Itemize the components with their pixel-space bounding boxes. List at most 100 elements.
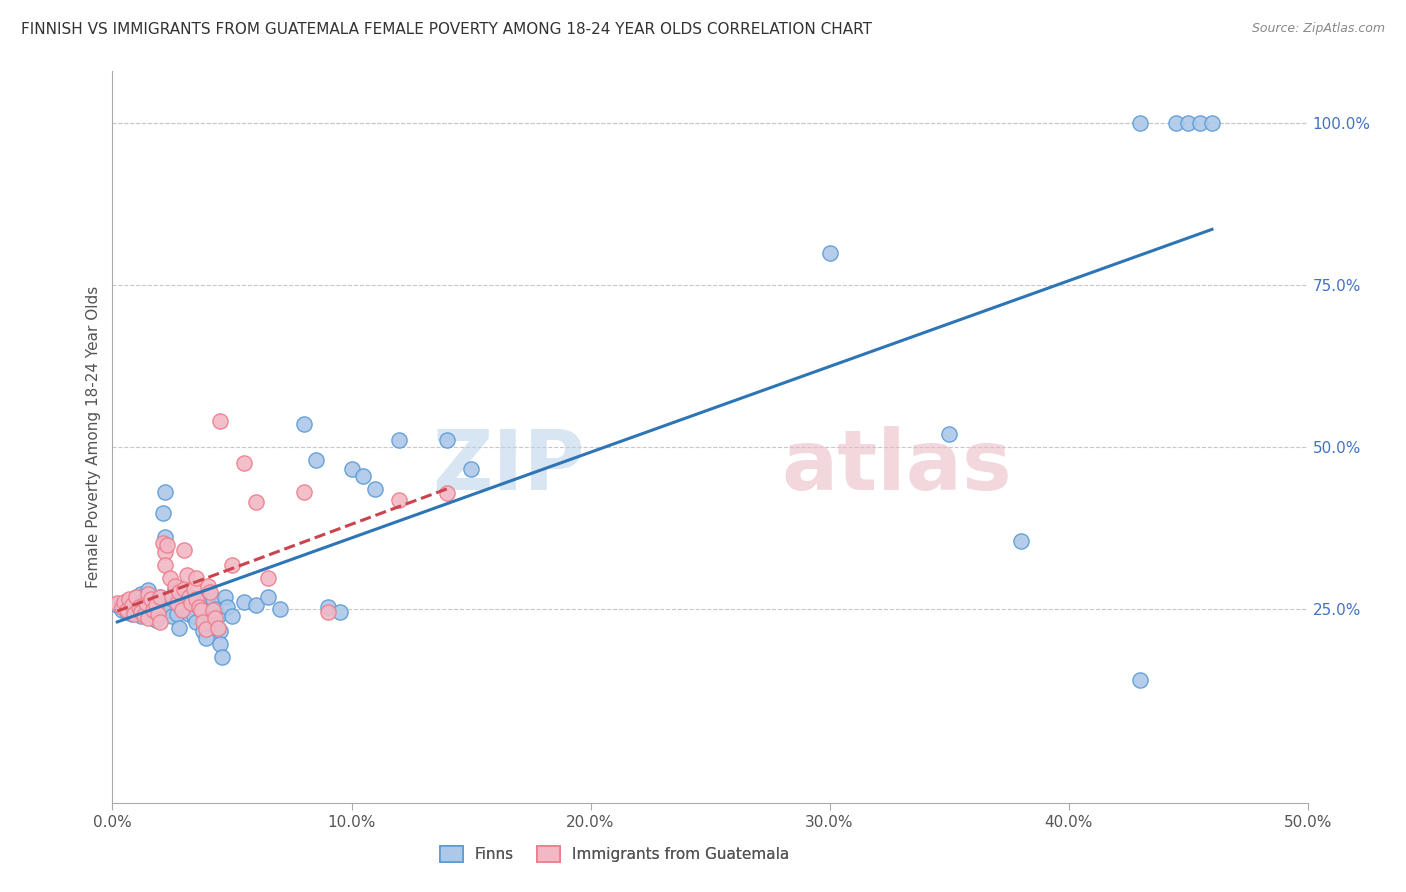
Point bbox=[169, 599, 191, 613]
Point bbox=[142, 595, 165, 609]
Point bbox=[329, 605, 352, 619]
Point bbox=[122, 607, 145, 621]
Point bbox=[201, 591, 224, 606]
Point bbox=[166, 596, 188, 610]
Point bbox=[156, 538, 179, 552]
Point bbox=[204, 611, 226, 625]
Point bbox=[1129, 116, 1152, 130]
Point bbox=[145, 599, 167, 613]
Point bbox=[125, 601, 148, 615]
Point bbox=[128, 606, 150, 620]
Point bbox=[114, 595, 135, 609]
Point bbox=[245, 599, 267, 613]
Point bbox=[460, 462, 482, 476]
Point bbox=[163, 583, 186, 598]
Point bbox=[169, 585, 191, 599]
Point bbox=[207, 609, 229, 624]
Point bbox=[138, 583, 160, 598]
Y-axis label: Female Poverty Among 18-24 Year Olds: Female Poverty Among 18-24 Year Olds bbox=[86, 286, 101, 588]
Point bbox=[209, 637, 232, 651]
Point bbox=[1177, 116, 1199, 130]
Point bbox=[132, 599, 155, 613]
Point bbox=[204, 601, 226, 615]
Point bbox=[186, 615, 208, 629]
Point bbox=[190, 603, 212, 617]
Text: FINNISH VS IMMIGRANTS FROM GUATEMALA FEMALE POVERTY AMONG 18-24 YEAR OLDS CORREL: FINNISH VS IMMIGRANTS FROM GUATEMALA FEM… bbox=[21, 22, 872, 37]
Point bbox=[128, 600, 150, 615]
Point bbox=[233, 456, 256, 470]
Point bbox=[135, 596, 157, 610]
Point bbox=[221, 609, 243, 624]
Point bbox=[118, 591, 141, 606]
Point bbox=[156, 600, 179, 615]
Point bbox=[194, 623, 217, 637]
Point bbox=[209, 414, 232, 428]
Point bbox=[292, 417, 315, 431]
Point bbox=[162, 591, 183, 606]
Point bbox=[138, 587, 160, 601]
Point bbox=[153, 544, 176, 558]
Point bbox=[115, 605, 138, 619]
Point bbox=[176, 568, 198, 582]
Point bbox=[173, 543, 195, 558]
Point bbox=[305, 452, 328, 467]
Point bbox=[207, 621, 229, 635]
Point bbox=[186, 591, 208, 606]
Point bbox=[197, 605, 219, 619]
Point bbox=[105, 599, 128, 613]
Point bbox=[938, 426, 960, 441]
Point bbox=[1010, 533, 1032, 548]
Point bbox=[149, 590, 172, 604]
Point bbox=[193, 624, 215, 639]
Point bbox=[173, 601, 195, 615]
Text: atlas: atlas bbox=[782, 425, 1012, 507]
Legend: Finns, Immigrants from Guatemala: Finns, Immigrants from Guatemala bbox=[433, 840, 796, 868]
Point bbox=[316, 605, 339, 619]
Point bbox=[221, 558, 243, 572]
Point bbox=[197, 579, 219, 593]
Point bbox=[166, 607, 188, 621]
Point bbox=[388, 492, 411, 507]
Point bbox=[115, 603, 138, 617]
Point bbox=[122, 595, 145, 609]
Point bbox=[139, 591, 162, 606]
Point bbox=[269, 601, 291, 615]
Point bbox=[186, 591, 208, 606]
Point bbox=[142, 603, 165, 617]
Point bbox=[190, 603, 212, 617]
Point bbox=[153, 558, 176, 572]
Point bbox=[162, 590, 183, 604]
Point bbox=[436, 486, 458, 500]
Point bbox=[194, 631, 217, 645]
Point bbox=[121, 599, 143, 613]
Point bbox=[129, 605, 152, 619]
Point bbox=[146, 607, 169, 621]
Point bbox=[152, 506, 174, 520]
Point bbox=[173, 589, 195, 603]
Text: Source: ZipAtlas.com: Source: ZipAtlas.com bbox=[1251, 22, 1385, 36]
Point bbox=[388, 434, 411, 448]
Point bbox=[145, 613, 167, 627]
Point bbox=[233, 595, 256, 609]
Point bbox=[163, 579, 186, 593]
Point bbox=[111, 603, 134, 617]
Point bbox=[257, 570, 280, 584]
Text: ZIP: ZIP bbox=[432, 425, 585, 507]
Point bbox=[176, 590, 198, 604]
Point bbox=[138, 605, 160, 619]
Point bbox=[177, 607, 200, 621]
Point bbox=[364, 482, 387, 496]
Point bbox=[197, 590, 219, 604]
Point bbox=[1166, 116, 1188, 130]
Point bbox=[193, 615, 215, 629]
Point bbox=[436, 434, 458, 448]
Point bbox=[105, 596, 128, 610]
Point bbox=[159, 570, 181, 584]
Point bbox=[214, 590, 236, 604]
Point bbox=[187, 600, 209, 615]
Point bbox=[186, 570, 208, 584]
Point bbox=[292, 485, 315, 500]
Point bbox=[138, 611, 160, 625]
Point bbox=[125, 590, 148, 604]
Point bbox=[121, 607, 143, 621]
